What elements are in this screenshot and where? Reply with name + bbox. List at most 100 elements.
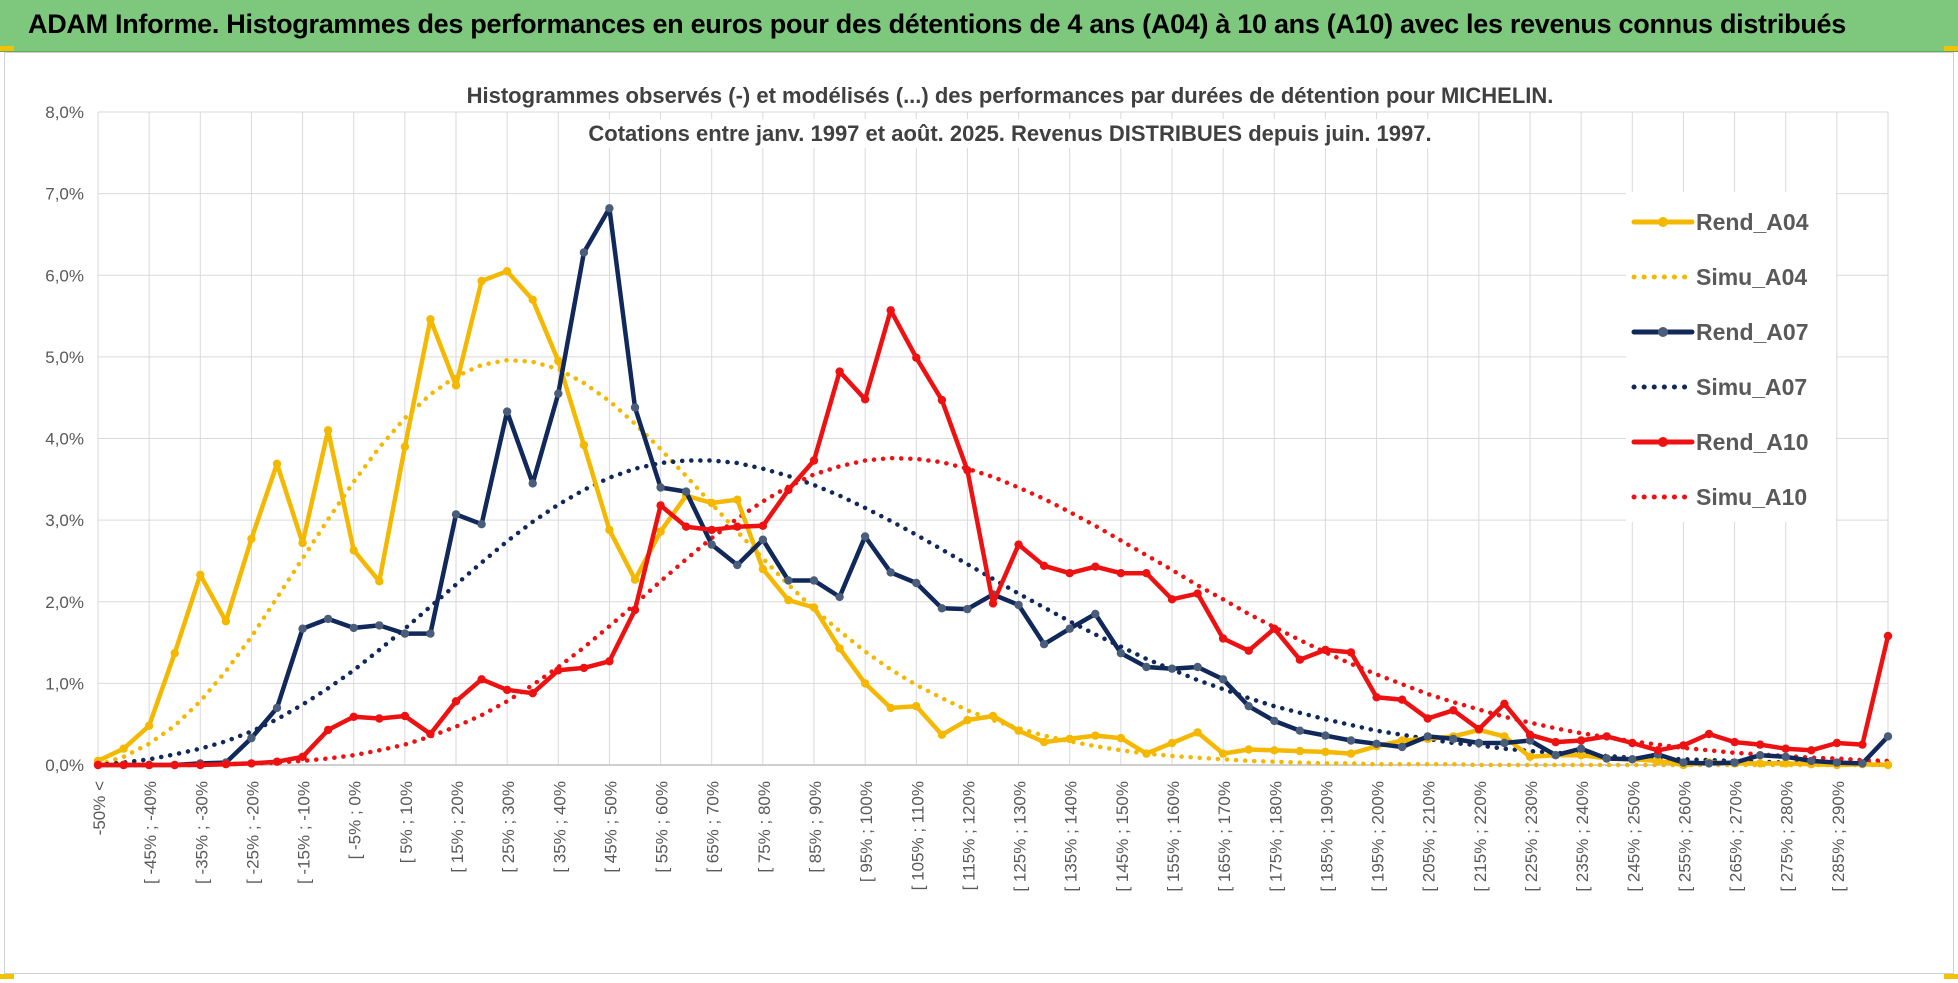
data-point — [1628, 755, 1637, 764]
data-point — [912, 702, 921, 711]
data-point — [144, 760, 154, 770]
data-point — [1193, 728, 1202, 737]
y-tick-label: 6,0% — [45, 266, 84, 285]
data-point — [1142, 662, 1151, 672]
data-point — [579, 248, 589, 257]
data-point — [1679, 758, 1688, 767]
data-point — [630, 605, 640, 615]
data-point — [1423, 714, 1432, 723]
data-point — [247, 759, 256, 768]
x-tick-label: [ 75% ; 80% — [755, 781, 774, 873]
data-point — [1244, 646, 1253, 655]
legend-background — [1626, 192, 1836, 522]
data-point — [1449, 706, 1458, 715]
data-point — [1270, 624, 1279, 633]
y-tick-label: 4,0% — [45, 430, 84, 449]
data-point — [477, 520, 486, 529]
data-point — [784, 595, 793, 605]
banner-title: ADAM Informe. Histogrammes des performan… — [28, 9, 1846, 39]
data-point — [1116, 733, 1126, 743]
data-point — [1116, 649, 1126, 658]
data-point — [656, 527, 665, 536]
data-point — [1704, 729, 1714, 739]
data-point — [528, 295, 537, 304]
axes: 0,0% 1,0% 2,0% 3,0% 4,0% 5,0% 6,0% 7,0% 8,0% -50%… — [45, 103, 1888, 892]
data-point — [1781, 752, 1790, 761]
series-simu-a10 — [95, 455, 1891, 768]
data-point — [196, 760, 205, 770]
line-rend-a07 — [95, 206, 1891, 768]
data-point — [451, 697, 461, 706]
data-point — [707, 498, 716, 508]
data-point — [656, 501, 665, 510]
data-point — [1244, 702, 1253, 711]
data-point — [221, 617, 231, 626]
data-point — [1883, 732, 1893, 741]
y-tick-label: 3,0% — [45, 511, 84, 530]
data-point — [605, 657, 614, 666]
data-point — [554, 356, 563, 366]
x-tick-label: -50% < — [90, 781, 109, 835]
data-point — [1065, 624, 1074, 633]
data-point — [1474, 724, 1484, 734]
data-point — [1832, 738, 1842, 748]
data-point — [1039, 640, 1049, 649]
x-tick-label: [ 225% ; 230% — [1522, 781, 1541, 892]
legend-label: Simu_A04 — [1696, 264, 1807, 290]
y-tick-label: 7,0% — [45, 185, 84, 204]
data-point — [835, 367, 844, 376]
data-point — [426, 729, 435, 739]
corner-accent-right — [1944, 46, 1958, 51]
data-point — [1755, 740, 1765, 749]
y-tick-label: 8,0% — [45, 103, 84, 122]
data-point — [860, 532, 870, 541]
y-tick-label: 5,0% — [45, 348, 84, 367]
legend-item: Rend_A04 — [1631, 209, 1809, 235]
data-point — [554, 389, 563, 398]
legend-item: Simu_A07 — [1631, 374, 1807, 400]
data-point — [681, 522, 691, 531]
data-point — [809, 576, 819, 585]
data-point — [630, 575, 640, 584]
x-tick-label: [ 125% ; 130% — [1011, 781, 1030, 892]
data-point — [272, 459, 282, 468]
data-point — [1551, 737, 1560, 747]
data-point — [1858, 740, 1867, 749]
data-point — [170, 649, 179, 658]
y-tick-label: 0,0% — [45, 756, 84, 775]
data-point — [119, 760, 128, 770]
data-point — [1039, 737, 1049, 747]
legend-label: Simu_A10 — [1696, 484, 1807, 510]
x-tick-label: [ 115% ; 120% — [959, 781, 978, 890]
data-point — [93, 760, 103, 770]
data-point — [375, 714, 384, 723]
legend-marker — [1658, 327, 1668, 337]
data-point — [1321, 731, 1330, 740]
data-point — [579, 663, 589, 673]
data-point — [1449, 734, 1458, 744]
x-tick-label: [ 35% ; 40% — [550, 781, 569, 873]
x-tick-label: [ 95% ; 100% — [857, 781, 876, 882]
data-point — [1781, 759, 1790, 768]
legend-item: Rend_A10 — [1631, 429, 1808, 455]
data-point — [1372, 693, 1381, 702]
data-point — [1832, 758, 1842, 767]
data-point — [323, 426, 333, 435]
data-point — [502, 407, 512, 416]
legend-item: Simu_A10 — [1631, 484, 1807, 510]
data-point — [1065, 569, 1074, 578]
data-point — [1346, 648, 1356, 657]
chart-title: Histogrammes observés (-) et modélisés (… — [467, 83, 1554, 108]
data-point — [707, 525, 716, 535]
data-point — [758, 564, 768, 574]
corner-accent-bottom-right — [1944, 974, 1958, 979]
data-point — [912, 353, 921, 362]
x-tick-label: [ 255% ; 260% — [1675, 781, 1694, 892]
x-tick-label: [ 135% ; 140% — [1062, 781, 1081, 892]
data-point — [1167, 595, 1177, 604]
line-rend-a10 — [95, 308, 1891, 768]
data-point — [1679, 741, 1688, 750]
series-lines — [93, 204, 1893, 770]
data-point — [1500, 738, 1509, 748]
line-rend-a04 — [95, 268, 1891, 768]
